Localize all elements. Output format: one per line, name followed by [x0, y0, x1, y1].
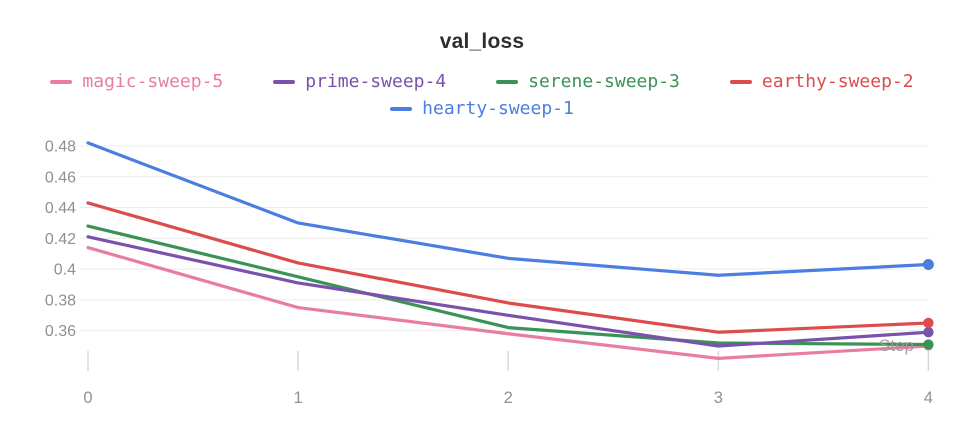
- legend-item-hearty-sweep-1[interactable]: hearty-sweep-1: [390, 98, 574, 120]
- end-point-prime-sweep-4[interactable]: [923, 327, 934, 338]
- series-line-prime-sweep-4[interactable]: [86, 235, 931, 348]
- legend-row-1: magic-sweep-5 prime-sweep-4 serene-sweep…: [0, 71, 964, 93]
- y-axis-tick-label: 0.44: [45, 200, 76, 217]
- line-swatch-icon: [729, 80, 752, 84]
- line-swatch-icon: [273, 80, 296, 84]
- series-line-earthy-sweep-2[interactable]: [86, 201, 931, 334]
- end-point-earthy-sweep-2[interactable]: [923, 317, 934, 329]
- legend-label: serene-sweep-3: [528, 71, 680, 92]
- end-point-hearty-sweep-1[interactable]: [922, 259, 934, 271]
- legend-label: magic-sweep-5: [82, 71, 224, 92]
- series-line-serene-sweep-3[interactable]: [86, 224, 931, 347]
- line-swatch-icon: [496, 80, 519, 84]
- x-axis-title: Step: [879, 336, 914, 355]
- legend-item-earthy-sweep-2[interactable]: earthy-sweep-2: [729, 71, 914, 93]
- x-axis-tick-label: 3: [714, 389, 723, 407]
- x-axis-tick-label: 2: [504, 389, 513, 407]
- x-axis-tick-label: 0: [83, 389, 92, 407]
- legend-label: hearty-sweep-1: [422, 98, 574, 119]
- series-line-hearty-sweep-1[interactable]: [86, 141, 931, 277]
- y-axis-tick-label: 0.46: [45, 169, 76, 186]
- line-swatch-icon: [50, 80, 73, 84]
- series-line-magic-sweep-5[interactable]: [86, 245, 931, 360]
- legend-label: prime-sweep-4: [305, 71, 447, 92]
- line-swatch-icon: [390, 107, 413, 111]
- y-axis-tick-label: 0.4: [54, 262, 76, 279]
- page-title: val_loss: [439, 30, 525, 53]
- legend-row-2: hearty-sweep-1: [0, 98, 964, 120]
- y-axis-tick-label: 0.42: [45, 231, 76, 248]
- legend-item-magic-sweep-5[interactable]: magic-sweep-5: [50, 71, 223, 93]
- y-axis-tick-label: 0.36: [45, 323, 76, 340]
- x-axis-tick-label: 4: [924, 389, 933, 407]
- y-axis-tick-label: 0.48: [45, 139, 76, 156]
- legend-item-serene-sweep-3[interactable]: serene-sweep-3: [496, 71, 680, 93]
- legend-item-prime-sweep-4[interactable]: prime-sweep-4: [273, 71, 446, 93]
- x-axis-tick-label: 1: [294, 389, 303, 407]
- y-axis-tick-label: 0.38: [45, 292, 76, 309]
- end-point-serene-sweep-3[interactable]: [923, 339, 934, 350]
- legend-label: earthy-sweep-2: [761, 71, 914, 92]
